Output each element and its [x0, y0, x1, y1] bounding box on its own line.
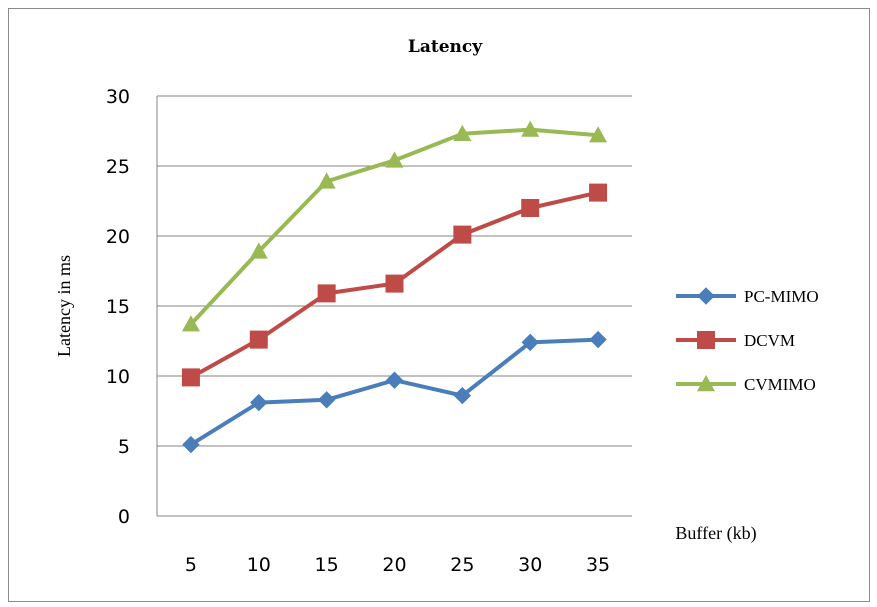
legend-label: DCVM	[744, 331, 795, 350]
y-tick-label: 30	[106, 86, 130, 108]
data-point	[317, 172, 336, 189]
data-point	[317, 284, 336, 303]
y-tick-label: 25	[106, 156, 130, 178]
data-point	[453, 124, 472, 141]
y-tick-label: 20	[106, 226, 130, 248]
data-point	[521, 120, 540, 137]
series-line	[189, 337, 599, 447]
legend-item: CVMIMO	[676, 375, 816, 394]
x-tick-label: 30	[518, 554, 542, 576]
data-point	[249, 330, 268, 349]
y-tick-labels: 0 5 10 15 20 25 30	[106, 86, 130, 528]
series-dcvm	[181, 183, 608, 387]
gridlines	[157, 95, 632, 447]
legend-marker	[697, 375, 715, 392]
y-tick-label: 0	[118, 506, 130, 528]
axes	[156, 96, 632, 517]
series	[181, 120, 608, 454]
data-point	[521, 333, 539, 352]
data-point	[250, 393, 268, 412]
x-tick-label: 35	[586, 554, 610, 576]
legend-marker	[697, 331, 715, 349]
y-axis-label: Latency in ms	[54, 255, 74, 357]
x-tick-labels: 5 10 15 20 25 30 35	[185, 554, 610, 576]
x-tick-label: 5	[185, 554, 197, 576]
data-point	[181, 315, 200, 332]
y-tick-label: 15	[106, 296, 130, 318]
data-point	[453, 386, 472, 405]
x-tick-label: 25	[450, 554, 474, 576]
x-tick-label: 20	[382, 554, 406, 576]
legend: PC-MIMO DCVM CVMIMO	[676, 287, 819, 394]
y-tick-label: 5	[118, 436, 130, 458]
series-cvmimo	[181, 120, 608, 332]
data-point	[589, 330, 607, 349]
x-tick-label: 15	[315, 554, 339, 576]
y-tick-label: 10	[106, 366, 130, 388]
chart-title: Latency	[408, 37, 483, 57]
data-point	[589, 126, 608, 143]
data-point	[589, 183, 608, 202]
data-point	[385, 151, 404, 168]
data-point	[453, 225, 472, 244]
chart-frame	[8, 8, 870, 602]
legend-marker	[697, 287, 715, 305]
data-point	[521, 199, 540, 217]
legend-item: PC-MIMO	[676, 287, 819, 306]
data-point	[182, 435, 200, 454]
legend-item: DCVM	[676, 331, 795, 350]
series-pc-mimo	[182, 330, 607, 454]
legend-label: PC-MIMO	[744, 287, 819, 306]
data-point	[385, 274, 404, 293]
data-point	[317, 391, 336, 409]
x-axis-label: Buffer (kb)	[675, 523, 756, 544]
legend-label: CVMIMO	[744, 375, 816, 394]
data-point	[385, 371, 404, 389]
data-point	[181, 368, 200, 387]
x-tick-label: 10	[247, 554, 271, 576]
data-point	[249, 242, 268, 259]
